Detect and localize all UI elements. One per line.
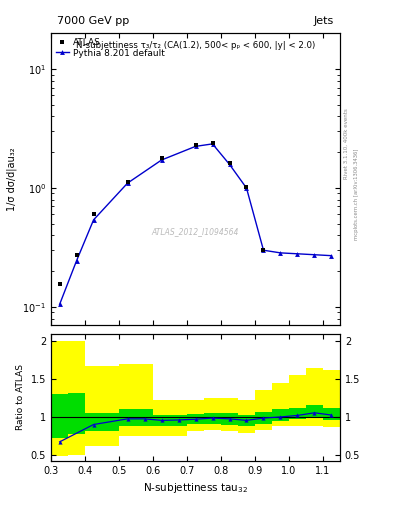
Bar bbox=[51, 342, 68, 456]
Bar bbox=[153, 400, 187, 436]
Y-axis label: 1/σ dσ/d|au₃₂: 1/σ dσ/d|au₃₂ bbox=[6, 147, 17, 211]
Pythia 8.201 default bbox=[91, 217, 96, 223]
Bar bbox=[51, 394, 68, 438]
Line: ATLAS: ATLAS bbox=[57, 141, 266, 287]
Text: mcplots.cern.ch [arXiv:1306.3436]: mcplots.cern.ch [arXiv:1306.3436] bbox=[354, 149, 359, 240]
ATLAS bbox=[244, 184, 249, 190]
Bar bbox=[289, 408, 306, 419]
Text: 7000 GeV pp: 7000 GeV pp bbox=[57, 16, 129, 26]
X-axis label: N-subjettiness tau$_{32}$: N-subjettiness tau$_{32}$ bbox=[143, 481, 248, 495]
Pythia 8.201 default bbox=[244, 185, 249, 191]
Bar bbox=[323, 408, 340, 420]
Pythia 8.201 default bbox=[57, 302, 62, 308]
ATLAS bbox=[91, 211, 96, 218]
Bar bbox=[255, 412, 272, 424]
Bar bbox=[204, 413, 221, 424]
Bar bbox=[119, 410, 153, 426]
Y-axis label: Ratio to ATLAS: Ratio to ATLAS bbox=[16, 365, 25, 430]
Pythia 8.201 default bbox=[74, 258, 79, 264]
Bar bbox=[306, 368, 323, 426]
Pythia 8.201 default bbox=[329, 252, 334, 259]
Bar bbox=[272, 410, 289, 421]
Pythia 8.201 default bbox=[227, 161, 232, 167]
Bar bbox=[204, 398, 221, 430]
Bar bbox=[255, 391, 272, 430]
Pythia 8.201 default bbox=[278, 250, 283, 256]
Bar bbox=[221, 398, 238, 431]
Bar bbox=[221, 413, 238, 424]
Pythia 8.201 default bbox=[312, 252, 317, 258]
ATLAS bbox=[210, 140, 215, 146]
Bar bbox=[153, 415, 187, 426]
Bar bbox=[238, 415, 255, 426]
Bar bbox=[68, 342, 85, 455]
ATLAS bbox=[193, 142, 198, 148]
ATLAS bbox=[227, 160, 232, 166]
Pythia 8.201 default bbox=[125, 180, 130, 186]
Bar bbox=[306, 405, 323, 418]
Bar bbox=[85, 413, 119, 431]
Text: Rivet 3.1.10, 400k events: Rivet 3.1.10, 400k events bbox=[344, 108, 349, 179]
ATLAS bbox=[57, 281, 62, 287]
Bar bbox=[187, 400, 204, 431]
Line: Pythia 8.201 default: Pythia 8.201 default bbox=[57, 141, 334, 307]
Text: N-subjettiness τ₃/τ₂ (CA(1.2), 500< pₚ < 600, |y| < 2.0): N-subjettiness τ₃/τ₂ (CA(1.2), 500< pₚ <… bbox=[76, 40, 315, 50]
Bar bbox=[85, 366, 119, 445]
ATLAS bbox=[125, 179, 130, 185]
Bar bbox=[272, 383, 289, 426]
Text: Jets: Jets bbox=[314, 16, 334, 26]
Bar bbox=[323, 370, 340, 427]
Bar bbox=[187, 414, 204, 424]
Pythia 8.201 default bbox=[295, 251, 300, 257]
Pythia 8.201 default bbox=[159, 157, 164, 163]
ATLAS bbox=[261, 247, 266, 253]
Pythia 8.201 default bbox=[261, 247, 266, 253]
Text: ATLAS_2012_I1094564: ATLAS_2012_I1094564 bbox=[152, 227, 239, 237]
Legend: ATLAS, Pythia 8.201 default: ATLAS, Pythia 8.201 default bbox=[54, 36, 167, 59]
ATLAS bbox=[74, 252, 79, 258]
Bar bbox=[238, 400, 255, 433]
ATLAS bbox=[159, 155, 164, 161]
Bar bbox=[119, 364, 153, 436]
Bar bbox=[68, 393, 85, 434]
Pythia 8.201 default bbox=[193, 143, 198, 150]
Pythia 8.201 default bbox=[210, 141, 215, 147]
Bar bbox=[289, 375, 306, 426]
